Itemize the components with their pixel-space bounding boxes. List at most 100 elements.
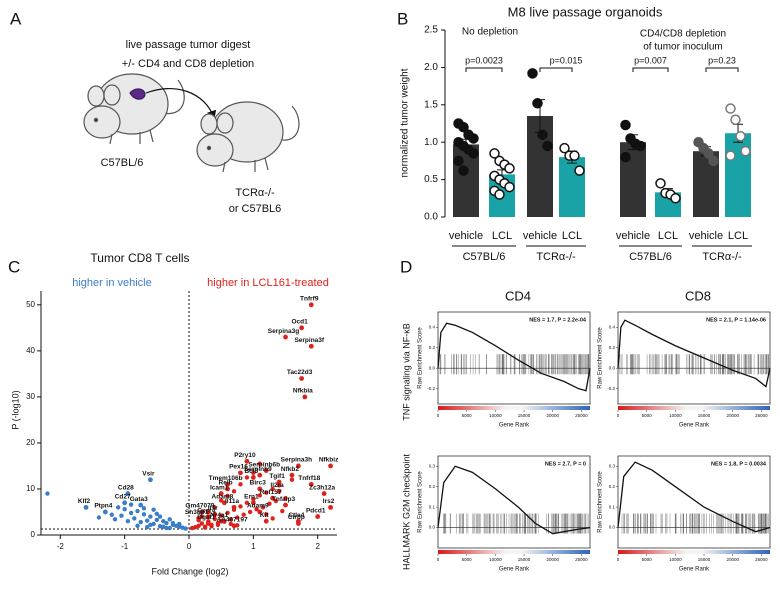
data-point	[164, 520, 169, 526]
gene-label: Icam1	[210, 484, 229, 491]
group-label: C57BL/6	[463, 251, 506, 263]
row-label: TNF signaling via NF-κB	[401, 323, 411, 421]
y-tick-label: 0.0	[429, 525, 436, 530]
labeled-point	[122, 500, 128, 506]
nes-annotation: NES = 1.7, P = 2.2e-04	[529, 317, 587, 323]
data-point	[109, 512, 114, 517]
rank-colorbar	[438, 406, 590, 410]
significance-bracket	[539, 67, 573, 72]
gene-label: Tmem106b	[209, 475, 243, 482]
nes-annotation: NES = 1.8, P = 0.0034	[711, 461, 767, 467]
data-point	[231, 489, 237, 494]
gene-label: Tnfrf18	[298, 475, 320, 482]
x-tick-label: 1	[251, 542, 256, 551]
gene-label: Tgif1	[269, 473, 285, 480]
panel-a-text: +/- CD4 and CD8 depletion	[122, 58, 254, 70]
chart-title: M8 live passage organoids	[508, 4, 663, 19]
gene-label: AA467197	[217, 517, 248, 524]
x-tick-label: 25000	[755, 557, 768, 562]
gene-label: Klf2	[78, 498, 91, 505]
data-point	[260, 505, 266, 510]
data-point	[725, 103, 736, 114]
data-point	[154, 511, 160, 517]
y-tick-label: 0.4	[609, 325, 616, 330]
arrow	[145, 88, 217, 120]
data-point	[215, 522, 221, 528]
gene-label: Ocd1	[291, 319, 308, 326]
y-tick-label: 0.3	[429, 463, 436, 468]
hit-barcode	[621, 513, 769, 534]
labeled-point	[205, 521, 211, 526]
y-tick-label: 40	[26, 346, 35, 355]
data-point	[196, 523, 201, 528]
data-point	[458, 121, 469, 133]
data-point	[620, 119, 631, 131]
data-point	[542, 140, 553, 152]
gene-label: Pex16	[229, 464, 248, 471]
y-tick-label: 0.1	[429, 504, 436, 509]
data-point	[735, 130, 746, 142]
y-tick-label: 0.3	[609, 463, 616, 468]
y-axis-label: Raw Enrichment Score	[598, 471, 604, 533]
y-tick-label: 0.2	[429, 484, 436, 489]
labeled-point	[315, 514, 321, 519]
gene-label: Serpinb6b	[248, 461, 280, 468]
y-tick-label: 50	[26, 300, 35, 309]
data-point	[468, 133, 479, 144]
labeled-point	[299, 376, 305, 381]
labeled-point	[225, 486, 231, 492]
y-tick-label: 0.2	[609, 345, 616, 350]
data-point	[247, 509, 253, 515]
labeled-point	[308, 481, 314, 487]
data-point	[209, 524, 214, 529]
gene-label: Rnf157	[260, 489, 282, 496]
data-point	[202, 525, 208, 530]
data-point	[148, 522, 153, 528]
gene-label: P2ry10	[234, 452, 256, 459]
data-point	[740, 145, 751, 157]
y-tick-label: -0.2	[427, 386, 435, 391]
y-tick-label: 10	[26, 484, 35, 493]
labeled-point	[276, 488, 282, 494]
group-label: TCRα-/-	[536, 251, 576, 263]
y-tick-label: 0.4	[429, 325, 436, 330]
data-point	[135, 508, 140, 514]
labeled-point	[257, 486, 263, 492]
gene-label: Tnfaip3	[272, 496, 295, 503]
data-point	[270, 516, 275, 521]
data-point	[167, 525, 172, 531]
x-tick-label: -2	[57, 542, 65, 551]
y-tick-label: 2.5	[424, 25, 438, 36]
data-point	[257, 493, 262, 498]
data-point	[264, 490, 269, 495]
data-point	[635, 140, 646, 152]
x-axis-label: Gene Rank	[499, 567, 530, 573]
x-tick-label: 15000	[518, 557, 531, 562]
data-point	[725, 150, 736, 161]
panel-letter: B	[397, 9, 408, 28]
rank-colorbar	[438, 550, 590, 554]
data-point	[489, 148, 500, 159]
data-point	[96, 515, 102, 520]
gene-label: Cirbp	[288, 514, 305, 521]
x-tick-label: 5000	[462, 557, 473, 562]
panel-a-text: live passage tumor digest	[126, 39, 251, 51]
section-label: of tumor inoculum	[643, 42, 722, 53]
labeled-point	[225, 481, 231, 487]
data-point	[270, 486, 275, 492]
data-point	[267, 501, 272, 506]
y-tick-label: -0.2	[607, 386, 615, 391]
rank-colorbar	[618, 550, 770, 554]
data-point	[620, 151, 631, 163]
data-point	[655, 178, 666, 189]
data-point	[151, 507, 156, 512]
data-point	[116, 505, 121, 510]
x-tick-label: LCL	[728, 230, 748, 242]
labeled-point	[83, 504, 89, 510]
data-point	[167, 517, 172, 522]
gene-label: Serpina3h	[281, 457, 312, 464]
x-axis-label: Gene Rank	[499, 423, 530, 429]
data-point	[138, 519, 143, 525]
data-point	[241, 512, 246, 517]
data-point	[177, 521, 182, 527]
